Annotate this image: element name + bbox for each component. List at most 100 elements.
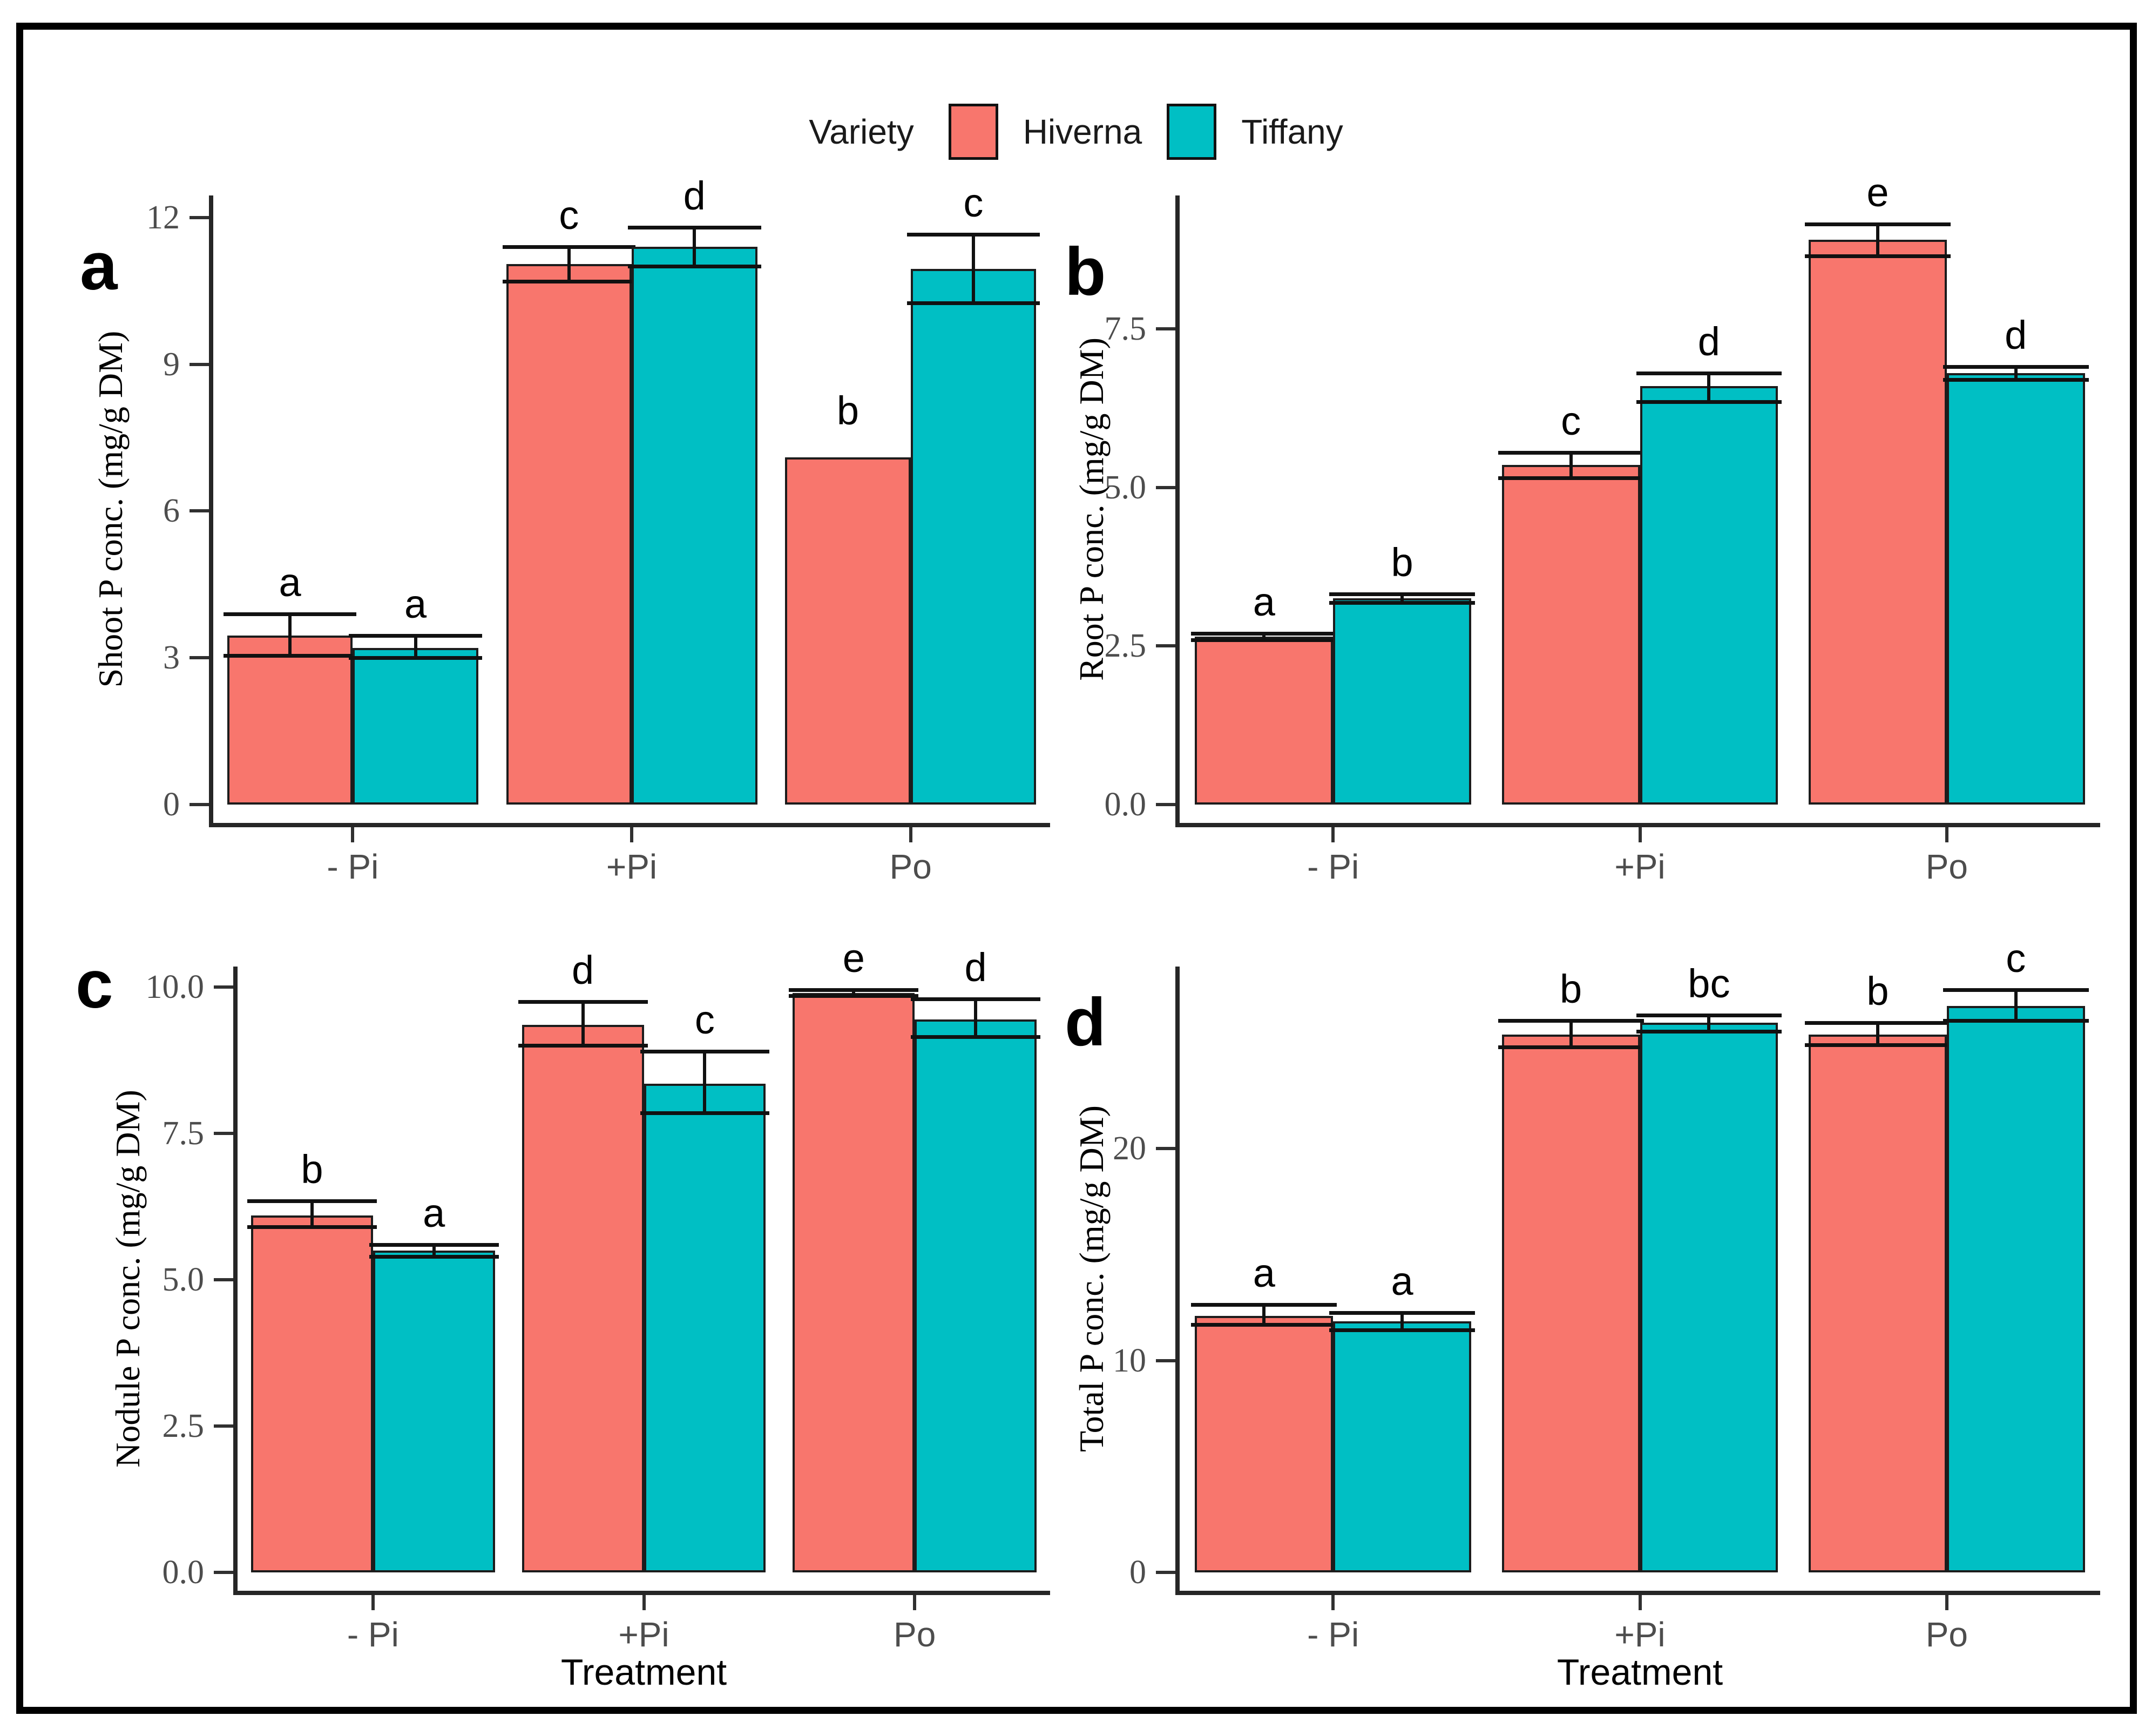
- bar-hiverna-Po: [1809, 1034, 1947, 1572]
- bar-hiverna-+Pi: [506, 264, 632, 805]
- legend-swatch-tiffany: [1167, 104, 1217, 160]
- y-tick-label: 12: [146, 199, 180, 236]
- bar-hiverna-Po: [785, 457, 911, 805]
- sig-letter: c: [963, 180, 984, 226]
- bar-hiverna--Pi: [1195, 1316, 1334, 1572]
- plot-area-c: 0.0 2.5 5.0 7.5 10.0 - Pi b a +Pi d c Po e d: [146, 937, 1050, 1654]
- y-tick-mark: [214, 1131, 233, 1135]
- error-cap-bottom: [247, 1225, 377, 1230]
- bar-tiffany--Pi: [353, 648, 478, 805]
- sig-letter: b: [1391, 539, 1413, 585]
- error-whisker: [310, 1200, 314, 1227]
- sig-letter: a: [423, 1190, 445, 1235]
- error-cap-top: [518, 1000, 648, 1004]
- error-cap-top: [1805, 1021, 1951, 1025]
- legend-label-hiverna: Hiverna: [1023, 112, 1142, 151]
- error-cap-top: [1805, 222, 1951, 226]
- error-whisker: [703, 1051, 707, 1113]
- sig-letter: d: [1697, 319, 1720, 364]
- bar-tiffany--Pi: [1333, 598, 1471, 805]
- y-tick-label: 5.0: [162, 1261, 205, 1298]
- sig-letter: b: [836, 388, 859, 433]
- x-axis-title-d: Treatment: [1557, 1652, 1723, 1693]
- error-whisker: [1569, 1021, 1573, 1048]
- sig-letter: a: [279, 559, 301, 605]
- sig-letter: d: [683, 173, 706, 218]
- y-tick-mark: [190, 656, 209, 660]
- error-cap-bottom: [1636, 1029, 1782, 1034]
- error-cap-bottom: [628, 265, 761, 269]
- y-tick-label: 5.0: [1104, 469, 1147, 506]
- panel-letter-b: b: [1065, 234, 1106, 309]
- error-cap-bottom: [1191, 1323, 1337, 1327]
- y-axis-title-d: Total P conc. (mg/g DM): [1072, 1105, 1111, 1452]
- error-cap-bottom: [1191, 638, 1337, 642]
- sig-letter: b: [1866, 968, 1889, 1014]
- error-whisker: [1876, 224, 1879, 256]
- error-whisker: [1400, 1313, 1404, 1330]
- error-cap-top: [502, 245, 635, 249]
- error-cap-top: [628, 225, 761, 229]
- bar-hiverna-+Pi: [522, 1025, 644, 1572]
- sig-letter: b: [301, 1146, 323, 1192]
- legend-label-tiffany: Tiffany: [1241, 112, 1343, 151]
- x-tick-label: - Pi: [1307, 1615, 1359, 1654]
- x-tick-label: - Pi: [1307, 847, 1359, 886]
- bar-tiffany-Po: [915, 1019, 1037, 1572]
- error-cap-bottom: [1805, 1043, 1951, 1048]
- bar-hiverna-+Pi: [1501, 1034, 1640, 1572]
- x-tick-label: +Pi: [618, 1615, 669, 1654]
- y-tick-mark: [214, 985, 233, 989]
- error-whisker: [1876, 1022, 1879, 1045]
- bar-tiffany-Po: [1946, 1005, 2085, 1572]
- error-cap-top: [1329, 592, 1475, 596]
- error-cap-top: [1636, 371, 1782, 375]
- error-cap-bottom: [369, 1254, 499, 1259]
- sig-letter: bc: [1688, 961, 1730, 1007]
- error-cap-bottom: [1636, 400, 1782, 404]
- plot-area-a: 0 3 6 9 12 - Pi a a +Pi c d Po b c: [146, 174, 1050, 886]
- error-cap-top: [1191, 631, 1337, 636]
- sig-letter: e: [1866, 170, 1889, 215]
- error-cap-top: [1943, 988, 2089, 992]
- error-whisker: [693, 227, 696, 267]
- y-tick-label: 10: [1113, 1342, 1146, 1379]
- error-whisker: [288, 613, 292, 656]
- error-cap-top: [1498, 1019, 1644, 1023]
- bar-hiverna--Pi: [227, 636, 353, 805]
- error-cap-bottom: [1498, 1045, 1644, 1050]
- x-tick-mark: [909, 827, 912, 842]
- error-cap-bottom: [906, 301, 1040, 306]
- x-tick-mark: [630, 827, 633, 842]
- y-tick-label: 2.5: [1104, 627, 1147, 665]
- y-tick-mark: [214, 1424, 233, 1428]
- x-tick-label: Po: [1925, 1615, 1968, 1654]
- error-cap-top: [369, 1242, 499, 1247]
- error-cap-bottom: [1943, 1019, 2089, 1023]
- y-tick-label: 9: [163, 346, 180, 383]
- error-whisker: [414, 636, 417, 658]
- y-tick-label: 20: [1113, 1130, 1146, 1167]
- x-tick-label: Po: [894, 1615, 936, 1654]
- sig-letter: d: [572, 948, 594, 993]
- panel-letter-d: d: [1065, 985, 1106, 1060]
- error-cap-bottom: [640, 1111, 770, 1115]
- bar-hiverna-Po: [1809, 240, 1947, 805]
- error-whisker: [1707, 1015, 1711, 1031]
- plot-area-b: 0.0 2.5 5.0 7.5 - Pi a b +Pi c d Po e d: [1105, 171, 2100, 886]
- sig-letter: a: [1391, 1259, 1413, 1304]
- y-tick-mark: [1156, 1147, 1175, 1151]
- x-axis-title-c: Treatment: [560, 1652, 727, 1693]
- error-whisker: [1262, 633, 1266, 640]
- x-tick-label: +Pi: [1614, 1615, 1666, 1654]
- x-tick-mark: [1331, 1595, 1335, 1610]
- error-cap-bottom: [1498, 476, 1644, 480]
- sig-letter: c: [2006, 936, 2026, 981]
- error-cap-bottom: [1805, 254, 1951, 258]
- plot-area-d: 0 10 20- Pi a a +Pi b bc Po b c: [1113, 937, 2100, 1654]
- y-tick-label: 3: [163, 639, 180, 677]
- x-tick-mark: [1945, 827, 1948, 842]
- bar-tiffany--Pi: [373, 1250, 495, 1572]
- y-tick-mark: [190, 362, 209, 366]
- error-cap-bottom: [1329, 601, 1475, 605]
